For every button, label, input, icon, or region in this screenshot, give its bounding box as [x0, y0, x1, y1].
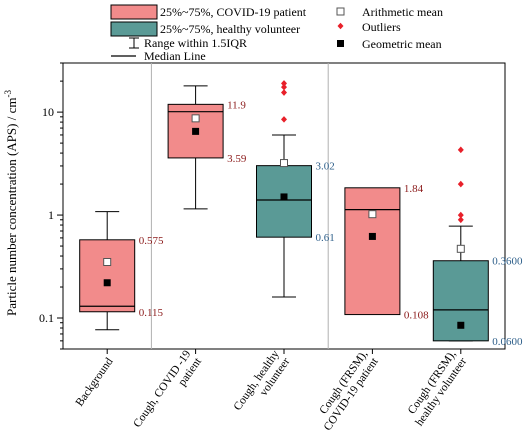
y-axis-title-main: Particle number concentration (APS) / cm	[4, 98, 19, 316]
legend-label-geometric-mean: Geometric mean	[362, 37, 442, 51]
x-category-label-0: Background	[74, 356, 116, 409]
arithmetic-mean-marker	[103, 258, 112, 267]
y-tick-label: 1	[48, 208, 54, 222]
outlier-marker	[457, 211, 464, 219]
q3-value-label: 11.9	[227, 99, 246, 111]
group-separators	[150, 63, 329, 349]
legend-label-arithmetic-mean: Arithmetic mean	[362, 5, 443, 19]
iqr-box	[79, 239, 136, 313]
legend-swatch-geometric-mean	[337, 40, 344, 47]
x-category-label-3: Cough (FRSM),COVID-19 patient	[311, 348, 381, 433]
geometric-mean-marker	[280, 193, 288, 201]
box-3: 1.84 0.108	[344, 183, 429, 322]
legend-label-outliers: Outliers	[362, 20, 401, 34]
legend-swatch-covid	[110, 4, 158, 20]
y-axis-title-superscript: -3	[3, 90, 13, 98]
q1-value-label: 0.115	[139, 307, 164, 319]
x-category-label-1: Cough, COVID -19patient	[131, 348, 204, 438]
outlier-marker	[281, 83, 287, 91]
geometric-mean-marker	[103, 279, 111, 287]
q3-value-label: 3.02	[316, 161, 335, 173]
arithmetic-mean-marker	[280, 159, 288, 168]
q3-value-label: 0.575	[139, 235, 164, 247]
y-tick-label: 10	[42, 105, 54, 119]
geometric-mean-marker	[368, 232, 376, 240]
arithmetic-mean-marker	[191, 114, 200, 123]
legend-swatch-arithmetic-mean	[336, 7, 345, 16]
iqr-box	[344, 187, 401, 316]
y-axis: 0.1 1 10	[39, 62, 63, 350]
q3-value-label: 0.3600	[492, 256, 523, 268]
y-tick-label: 0.1	[39, 311, 54, 325]
q1-value-label: 0.108	[404, 310, 429, 322]
outlier-marker	[457, 146, 464, 154]
x-category-label-line: Background	[74, 356, 116, 409]
iqr-box	[432, 260, 489, 342]
legend-swatch-outlier	[337, 22, 344, 30]
x-category-label-2: Cough, healthyvolunteer	[232, 348, 293, 420]
legend-label-median: Median Line	[144, 49, 206, 63]
legend: 25%~75%, COVID-19 patient 25%~75%, health…	[110, 4, 443, 63]
q1-value-label: 0.61	[316, 232, 335, 244]
box-0: 0.575 0.115	[79, 211, 164, 331]
legend-swatch-healthy	[110, 21, 158, 37]
geometric-mean-marker	[457, 321, 465, 329]
arithmetic-mean-marker	[456, 244, 465, 253]
outlier-marker	[457, 180, 464, 188]
x-category-label-4: Cough (FRSM),healthy volunteer	[403, 348, 470, 428]
outlier-marker	[281, 116, 287, 123]
x-category-label-line: Cough, COVID -19	[131, 348, 193, 430]
box-4: 0.3600 0.0600	[432, 146, 523, 348]
y-axis-title: Particle number concentration (APS) / cm…	[3, 90, 19, 316]
box-1: 11.9 3.59	[167, 85, 247, 210]
geometric-mean-marker	[192, 127, 200, 135]
iqr-box	[256, 165, 312, 238]
legend-swatch-range	[129, 37, 139, 49]
legend-label-range: Range within 1.5IQR	[144, 36, 247, 50]
q1-value-label: 0.0600	[492, 336, 523, 348]
x-axis: Background Cough, COVID -19patient Cough, …	[74, 348, 470, 438]
outlier-marker	[281, 80, 287, 87]
legend-label-covid: 25%~75%, COVID-19 patient	[160, 5, 307, 19]
q1-value-label: 3.59	[227, 153, 247, 165]
q3-value-label: 1.84	[404, 183, 424, 195]
boxes: 0.5750.11511.93.593.020.611.840.1080.360…	[79, 80, 523, 348]
arithmetic-mean-marker	[368, 210, 377, 219]
legend-label-healthy: 25%~75%, healthy volunteer	[160, 22, 300, 36]
outlier-marker	[281, 89, 287, 96]
outlier-marker	[457, 216, 464, 224]
box-2: 3.02 0.61	[256, 80, 335, 298]
